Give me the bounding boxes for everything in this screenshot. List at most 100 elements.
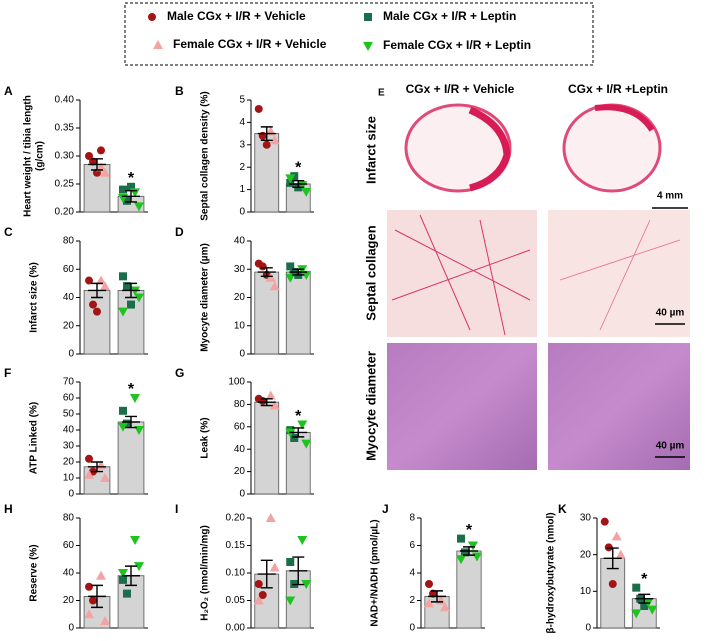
point [647, 605, 658, 615]
point [134, 202, 144, 212]
y-tick-label: 2 [239, 162, 245, 173]
legend-label: Female CGx + I/R + Leptin [383, 38, 531, 52]
panel-letter: D [175, 225, 184, 239]
y-tick-label: 20 [234, 292, 246, 303]
y-tick-label: 5 [239, 95, 245, 106]
y-tick-label: 0.35 [55, 123, 75, 134]
y-tick-label: 2 [409, 595, 415, 606]
point [254, 104, 263, 113]
point [632, 583, 641, 592]
y-tick-label: 80 [63, 236, 75, 247]
point [301, 270, 312, 280]
y-tick-label: 40 [234, 444, 246, 455]
error-bar [257, 126, 276, 142]
point [301, 187, 312, 197]
point [96, 162, 106, 172]
y-tick-label: 0.05 [226, 595, 246, 606]
point [254, 580, 263, 588]
point [84, 609, 94, 619]
point [286, 262, 295, 271]
point [89, 300, 97, 309]
error-bar [635, 593, 654, 604]
y-tick-label: 0.15 [226, 540, 246, 551]
y-tick-label: 4 [409, 568, 415, 579]
error-bar [88, 461, 106, 473]
point [265, 390, 276, 400]
point [100, 473, 110, 482]
y-tick-label: 0.00 [226, 623, 246, 634]
y-tick-label: 20 [580, 549, 592, 560]
error-bar [289, 179, 308, 189]
point [611, 531, 622, 541]
point [262, 140, 271, 149]
y-axis-label: Reserve (%) [29, 544, 40, 601]
point [301, 580, 312, 589]
panel-letter: G [175, 366, 184, 380]
point [130, 536, 140, 545]
y-tick-label: 6 [409, 540, 415, 551]
point [258, 591, 267, 599]
y-tick-label: 0 [239, 349, 245, 360]
y-tick-label: 4 [239, 117, 245, 128]
bar [285, 271, 311, 355]
y-tick-label: 0.20 [226, 513, 246, 524]
bar [456, 550, 482, 629]
point [265, 272, 276, 282]
y-tick-label: 20 [234, 466, 246, 477]
y-axis-label: Septal collagen density (%) [200, 91, 211, 220]
point [269, 562, 280, 572]
y-axis-label: NAD+/NADH (pmol/µL) [370, 519, 381, 626]
error-bar [88, 282, 106, 299]
y-axis-label: ATP Linked (%) [29, 402, 40, 474]
y-tick-label: 0 [239, 207, 245, 218]
point [285, 174, 296, 184]
y-axis-label: Infarct size (%) [29, 262, 40, 333]
y-tick-label: 20 [63, 595, 75, 606]
error-bar [257, 398, 276, 407]
point [119, 406, 127, 415]
scale-label: 40 µm [656, 441, 685, 452]
y-tick-label: 10 [580, 586, 592, 597]
error-bar [460, 546, 478, 556]
y-tick-label: 70 [63, 377, 75, 388]
y-axis-label: H₂O₂ (nmol/min/mg) [200, 525, 211, 621]
point [84, 469, 94, 479]
legend-label: Female CGx + I/R + Vehicle [173, 37, 327, 51]
collagen-image [387, 210, 537, 337]
point [290, 434, 299, 442]
bar [254, 401, 280, 495]
point [119, 575, 127, 584]
y-axis-label: Leak (%) [200, 417, 211, 458]
y-tick-label: 0.10 [226, 568, 246, 579]
collagen-fibers [391, 214, 531, 336]
y-tick-label: 20 [63, 457, 75, 468]
scale-label: 4 mm [657, 191, 683, 202]
infarct-image [404, 103, 512, 193]
y-tick-label: 50 [63, 409, 75, 420]
point [130, 394, 140, 403]
panel-letter: F [4, 366, 11, 380]
error-bar [122, 282, 140, 299]
y-tick-label: 0.25 [55, 179, 75, 190]
y-tick-label: 40 [63, 425, 75, 436]
point [253, 595, 264, 605]
error-bar [122, 565, 140, 587]
significance: * [295, 159, 302, 176]
error-bar [289, 427, 308, 438]
point [604, 543, 613, 552]
y-tick-label: 8 [409, 513, 415, 524]
y-tick-label: 0.30 [55, 151, 75, 162]
point [85, 582, 93, 591]
panel-letter: C [4, 225, 13, 239]
y-tick-label: 0 [239, 489, 245, 500]
infarct-scar [594, 104, 655, 132]
y-tick-label: 3 [239, 139, 245, 150]
y-tick-label: 0.40 [55, 95, 75, 106]
y-tick-label: 40 [234, 236, 246, 247]
point [608, 580, 617, 588]
point [285, 273, 296, 283]
panel-letter: B [175, 84, 184, 98]
error-bar [428, 590, 446, 603]
point [123, 589, 131, 598]
point [600, 517, 609, 526]
